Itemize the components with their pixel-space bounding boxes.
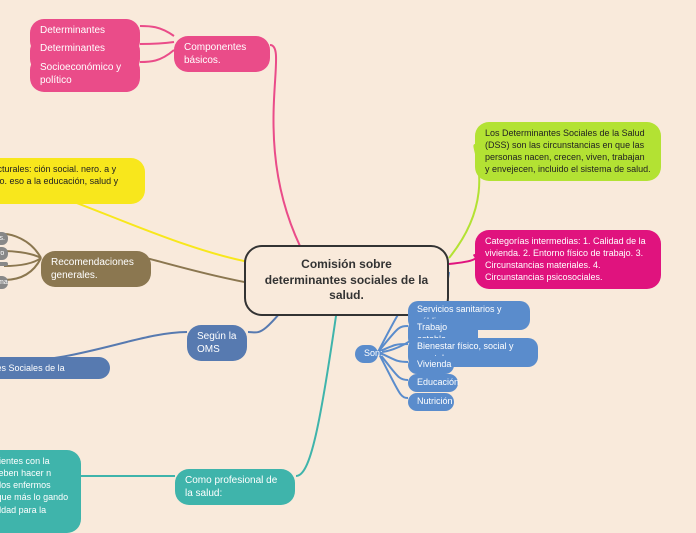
mindmap-node: Recomendaciones generales. <box>41 251 151 287</box>
mindmap-node: Como profesional de la salud: <box>175 469 295 505</box>
mindmap-node: Socioeconómico y político <box>30 56 140 92</box>
mindmap-node: orías estructurales: ción social. nero. … <box>0 158 145 204</box>
mindmap-node <box>0 262 8 266</box>
mindmap-node: Nutrición <box>408 393 454 411</box>
mindmap-node: tratar a todos los pacientes con la rtan… <box>0 450 81 533</box>
mindmap-node: Los Determinantes Sociales de la Salud (… <box>475 122 661 181</box>
mindmap-node: ma <box>0 276 8 289</box>
mindmap-node: n sobre Determinantes Sociales de la <box>0 357 110 379</box>
mindmap-node: Categorías intermedias: 1. Calidad de la… <box>475 230 661 289</box>
mindmap-node: Son: <box>355 345 378 363</box>
mindmap-node: is. <box>0 232 8 245</box>
mindmap-node: Vivienda <box>408 356 454 374</box>
mindmap-node: Educación <box>408 374 458 392</box>
mindmap-node: Según la OMS <box>187 325 247 361</box>
mindmap-node: Componentes básicos. <box>174 36 270 72</box>
mindmap-node: ro <box>0 247 8 260</box>
